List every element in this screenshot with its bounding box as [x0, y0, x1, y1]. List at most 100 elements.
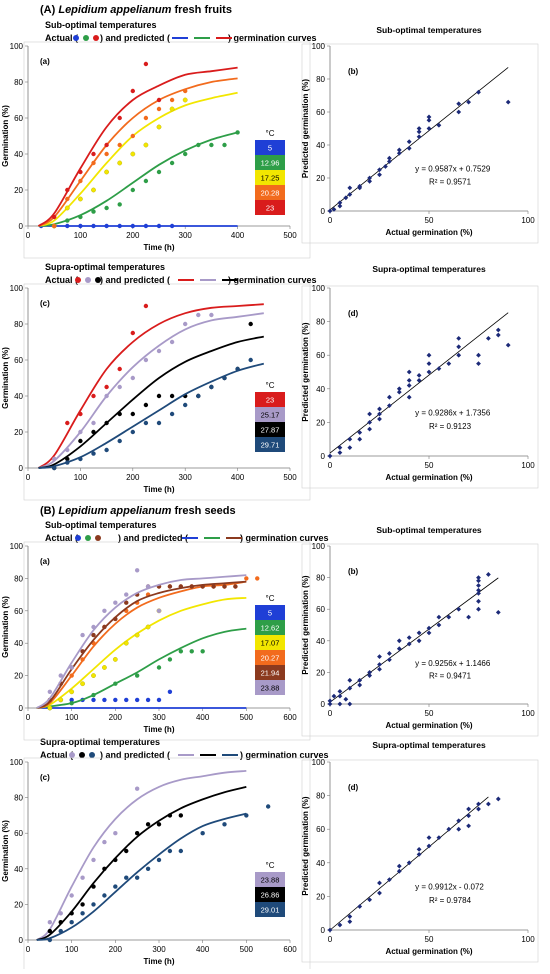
- data-point: [143, 115, 149, 121]
- data-point: [156, 223, 162, 229]
- data-point: [91, 151, 96, 157]
- x-tick-label: 500: [240, 713, 254, 722]
- scatter-point: [327, 927, 333, 933]
- data-point: [65, 196, 70, 202]
- scatter-point: [331, 693, 337, 699]
- r-squared: R² = 0.9571: [429, 178, 472, 187]
- scatter-point: [416, 126, 422, 131]
- data-point: [169, 411, 175, 417]
- x-tick-label: 400: [231, 473, 245, 482]
- scatter-point: [406, 145, 412, 151]
- data-point: [78, 438, 83, 444]
- x-axis-label: Actual germination (%): [385, 228, 472, 237]
- data-point: [117, 438, 122, 444]
- data-point: [143, 178, 149, 184]
- scatter-point: [456, 344, 462, 350]
- scatter-point: [327, 208, 333, 214]
- panel-frame: [23, 41, 311, 259]
- data-point: [130, 187, 135, 193]
- data-point: [102, 893, 107, 898]
- data-point: [124, 592, 129, 597]
- x-tick-label: 200: [109, 713, 123, 722]
- chart-b-b: 0 50 100 0 20 40 60 80 100 Actual germination (%)…: [301, 525, 539, 737]
- legend-swatch: [255, 155, 285, 170]
- data-point: [78, 214, 83, 220]
- y-tick-label: 20: [14, 428, 23, 437]
- scatter-point: [337, 445, 343, 450]
- y-tick-label: 80: [14, 794, 23, 803]
- data-point: [117, 223, 122, 229]
- scatter-point: [387, 394, 392, 400]
- data-point: [183, 88, 188, 94]
- data-point: [64, 205, 70, 211]
- data-point: [69, 697, 74, 703]
- data-point: [156, 665, 162, 670]
- data-point: [182, 97, 188, 103]
- y-tick-label: 100: [312, 284, 326, 293]
- data-point: [156, 857, 162, 863]
- x-tick-label: 0: [26, 473, 31, 482]
- y-tick-label: 100: [10, 758, 24, 767]
- data-point: [91, 393, 96, 399]
- scatter-point: [406, 383, 412, 388]
- data-point: [58, 911, 63, 916]
- data-point: [117, 202, 122, 207]
- series-curve: [36, 627, 247, 709]
- data-point: [117, 142, 122, 148]
- x-tick-label: 600: [283, 945, 297, 954]
- legend-entry: 20.28: [261, 189, 280, 198]
- legend-swatch: [255, 437, 285, 452]
- data-point: [248, 357, 253, 363]
- data-point: [143, 402, 149, 408]
- scatter-point: [495, 609, 501, 615]
- data-point: [200, 831, 205, 836]
- scatter-point: [396, 386, 402, 392]
- legend-entry: 29.71: [261, 441, 280, 450]
- y-tick-label: 60: [316, 825, 325, 834]
- x-axis-label: Time (h): [144, 243, 175, 252]
- data-point: [124, 600, 129, 605]
- data-point: [104, 447, 109, 453]
- data-point: [200, 649, 205, 654]
- chart-title: Supra-optimal temperatures: [372, 264, 486, 274]
- legend-dot: [95, 277, 101, 283]
- legend-swatch: [255, 887, 285, 902]
- scatter-point: [357, 430, 363, 435]
- data-point: [91, 209, 96, 214]
- y-tick-label: 80: [316, 75, 325, 84]
- y-tick-label: 20: [316, 174, 325, 183]
- scatter-point: [377, 167, 382, 173]
- data-point: [113, 616, 118, 622]
- scatter-point: [396, 868, 402, 874]
- scatter-point: [357, 436, 363, 442]
- data-point: [183, 321, 188, 327]
- scatter-point: [377, 411, 382, 417]
- scatter-point: [337, 922, 343, 928]
- data-point: [124, 697, 129, 703]
- data-point: [102, 608, 107, 613]
- legend-b1-row: Actual ( ) and predicted ( ) germination…: [45, 533, 329, 543]
- y-tick-label: 60: [316, 108, 325, 117]
- x-tick-label: 400: [196, 713, 210, 722]
- scatter-point: [327, 698, 333, 704]
- data-point: [117, 115, 122, 121]
- scatter-point: [476, 598, 481, 604]
- chart-b-c: 0 100 200 300 400 500 600 0 20 40 60 80 100 Time (h) G…: [1, 757, 311, 973]
- scatter-point: [367, 178, 372, 184]
- scatter-point: [377, 880, 382, 886]
- y-tick-label: 20: [14, 186, 23, 195]
- scatter-point: [486, 572, 491, 577]
- data-point: [91, 902, 96, 907]
- scatter-point: [436, 122, 442, 128]
- legend-entry: 5: [268, 144, 272, 153]
- scatter-point: [367, 673, 372, 678]
- scatter-point: [327, 453, 333, 459]
- y-tick-label: 20: [316, 668, 325, 677]
- scatter-point: [436, 835, 442, 840]
- scatter-point: [337, 693, 343, 699]
- legend-unit: °C: [266, 861, 275, 870]
- data-point: [123, 640, 129, 646]
- data-point: [145, 697, 151, 703]
- data-point: [91, 160, 96, 166]
- data-point: [69, 920, 74, 925]
